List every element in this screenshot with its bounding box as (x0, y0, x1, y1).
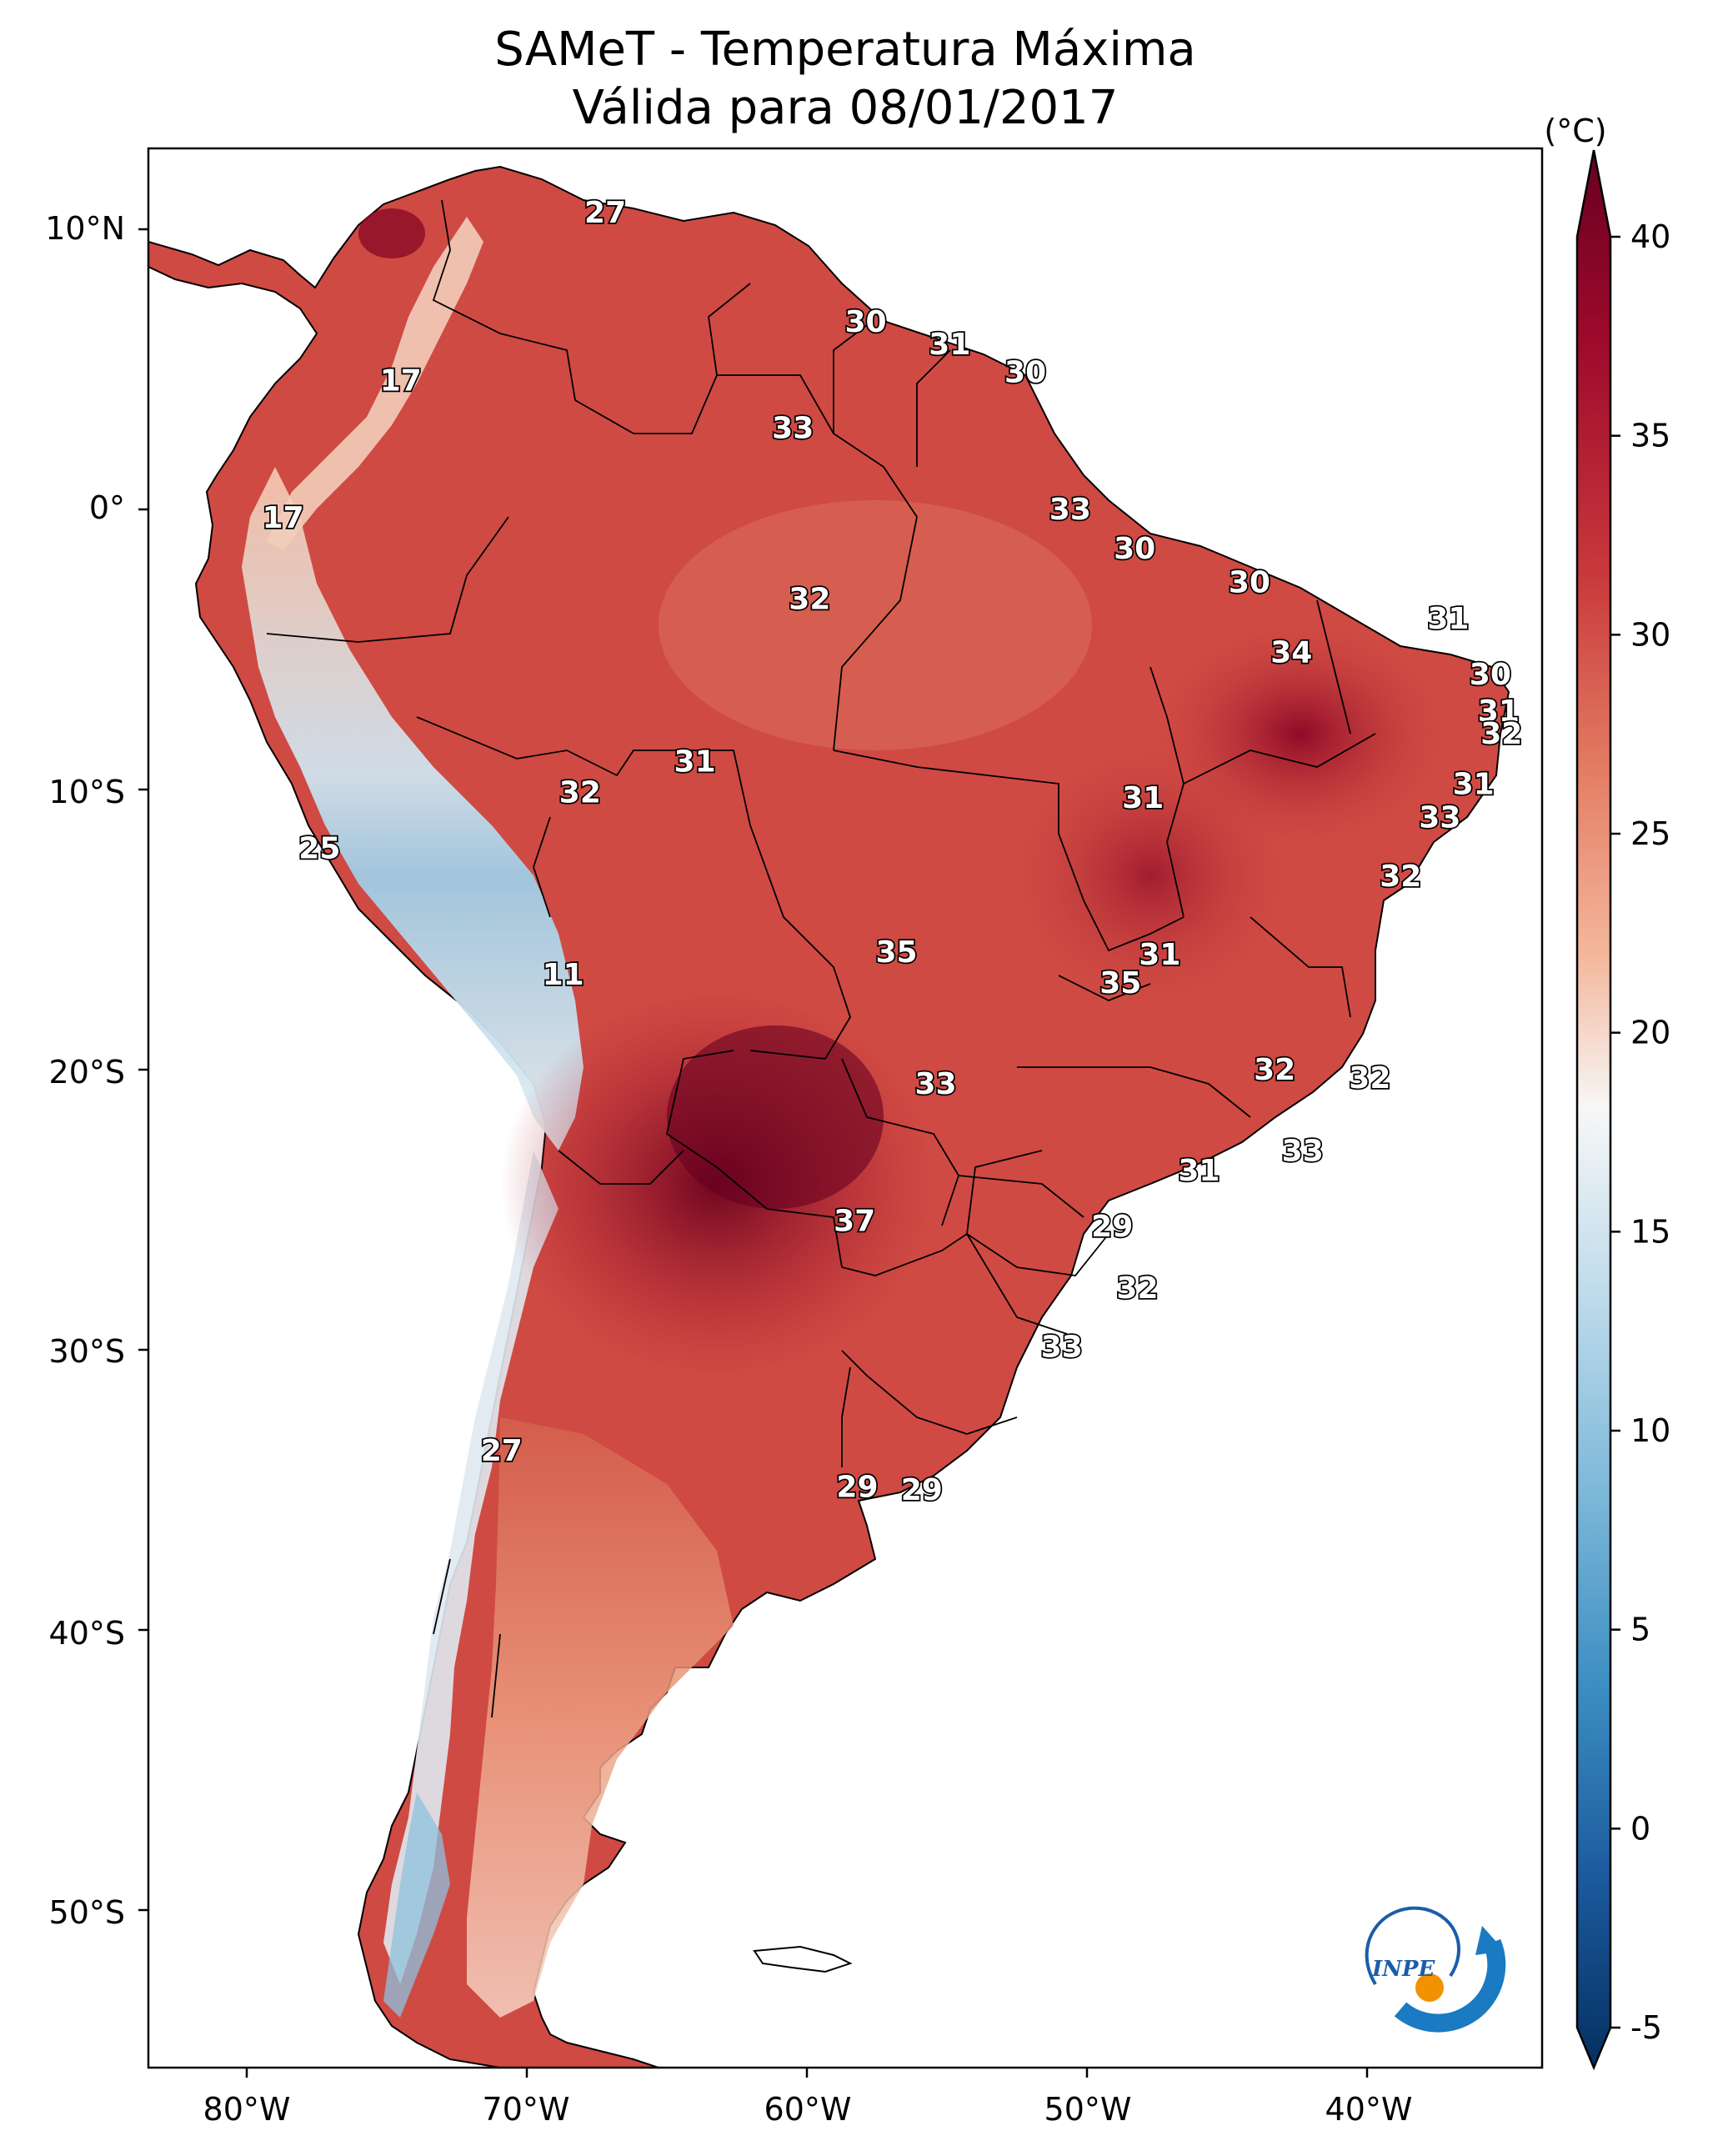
logo-text: INPE (1371, 1957, 1435, 1982)
y-tick-label: 20°S (49, 1054, 125, 1091)
temperature-label: 31 (1427, 602, 1469, 636)
colorbar-tick-marks (1610, 235, 1620, 2029)
y-tick-label: 30°S (49, 1333, 125, 1370)
y-tick-label: 10°S (49, 774, 125, 810)
temperature-label: 25 (298, 832, 340, 866)
colorbar-tick-labels: 40 35 30 25 20 15 10 5 0 -5 (1630, 218, 1670, 2046)
amazon-lighter-region (659, 500, 1092, 750)
x-tick-label: 40°W (1325, 2091, 1413, 2128)
temperature-label: 31 (1139, 938, 1180, 972)
falkland-islands (753, 1945, 853, 1973)
northern-andes-ridge (267, 217, 483, 550)
colorbar-tick-label: 25 (1630, 815, 1670, 852)
temperature-label: 32 (1480, 717, 1522, 751)
caribbean-hot-spot (358, 208, 425, 258)
logo-swirl-icon (1365, 1906, 1460, 1986)
temperature-label: 33 (772, 412, 814, 446)
temperature-label: 37 (834, 1204, 875, 1238)
logo-arc-icon (1394, 1938, 1506, 2033)
colorbar-tick-label: 15 (1630, 1213, 1670, 1250)
logo-arrow-icon (1475, 1926, 1505, 1955)
y-tick-label: 0° (89, 489, 125, 526)
x-tick-label: 70°W (483, 2091, 570, 2128)
temperature-label: 30 (1004, 355, 1046, 389)
temperature-label: 29 (1091, 1210, 1133, 1244)
x-tick-label: 60°W (764, 2091, 852, 2128)
colorbar-tick-label: 20 (1630, 1015, 1670, 1051)
y-tick-label: 40°S (49, 1615, 125, 1652)
temperature-label: 33 (915, 1067, 957, 1101)
axis-tick-marks (138, 228, 1369, 2078)
colorbar-tick-label: 40 (1630, 218, 1670, 255)
central-brazil-hot-region (1017, 750, 1284, 1000)
colorbar-tick-label: 0 (1630, 1810, 1650, 1847)
temperature-label: 31 (1178, 1154, 1220, 1188)
temperature-label: 29 (836, 1471, 878, 1505)
inpe-logo: INPE (1365, 1906, 1506, 2033)
temperature-label: 27 (481, 1434, 523, 1468)
y-tick-label: 50°S (49, 1894, 125, 1931)
temperature-label: 31 (1478, 694, 1520, 729)
patagonian-steppe (467, 1417, 734, 2018)
x-tick-label: 50°W (1044, 2091, 1132, 2128)
colorbar: (°C) 40 35 30 25 20 15 10 5 0 -5 (1544, 113, 1670, 2071)
temperature-label: 33 (1041, 1331, 1083, 1365)
temperature-label: 17 (380, 364, 422, 398)
temperature-label: 33 (1282, 1134, 1324, 1168)
temperature-label: 30 (1229, 565, 1270, 599)
patagonia-cold-region (383, 1792, 450, 2018)
temperature-label: 30 (1114, 532, 1155, 566)
colorbar-tick-label: 35 (1630, 418, 1670, 454)
temperature-label: 27 (584, 196, 626, 230)
map-axes-border (147, 147, 1544, 2069)
colorbar-unit-label: (°C) (1544, 113, 1606, 149)
temperature-label: 34 (1270, 635, 1312, 669)
y-axis-labels: 10°N 0° 10°S 20°S 30°S 40°S 50°S (45, 210, 125, 1931)
temperature-label: 35 (1099, 966, 1141, 1000)
temperature-label: 32 (789, 583, 830, 617)
chart-title-line1: SAMeT - Temperatura Máxima (494, 23, 1196, 77)
temperature-label: 33 (1419, 801, 1460, 835)
temperature-label: 32 (559, 775, 601, 810)
x-tick-label: 80°W (203, 2091, 291, 2128)
chart-title-line2: Válida para 08/01/2017 (573, 81, 1119, 135)
colorbar-tick-label: 10 (1630, 1412, 1670, 1449)
temperature-label: 11 (543, 958, 584, 992)
temperature-label: 31 (674, 745, 716, 779)
temperature-label: 30 (1470, 658, 1511, 692)
temperature-label: 32 (1380, 860, 1421, 894)
temperature-label: 31 (1453, 767, 1495, 801)
x-axis-labels: 80°W 70°W 60°W 50°W 40°W (203, 2091, 1413, 2128)
country-borders (266, 199, 1376, 1718)
colorbar-tick-label: 5 (1630, 1612, 1650, 1648)
temperature-label: 33 (1049, 493, 1091, 527)
temperature-label: 32 (1116, 1271, 1158, 1306)
y-tick-label: 10°N (45, 210, 125, 247)
temperature-label: 31 (1122, 781, 1164, 815)
temperature-label: 32 (1254, 1053, 1295, 1087)
colorbar-body (1575, 149, 1612, 2071)
southern-andes-cool-region (383, 1151, 558, 1984)
temperature-label: 30 (845, 305, 887, 339)
andes-cool-region (242, 467, 584, 1151)
temperature-label: 35 (875, 935, 917, 970)
colorbar-tick-label: 30 (1630, 616, 1670, 653)
temperature-label: 17 (263, 501, 304, 535)
logo-orange-dot-icon (1415, 1973, 1444, 2002)
temperature-label: 29 (901, 1473, 943, 1507)
temperature-label: 32 (1349, 1061, 1390, 1096)
temperature-label: 31 (929, 328, 970, 362)
colorbar-tick-label: -5 (1630, 2009, 1662, 2046)
continent-layer (148, 165, 1510, 2068)
chaco-hot-core-inner (667, 1025, 884, 1209)
